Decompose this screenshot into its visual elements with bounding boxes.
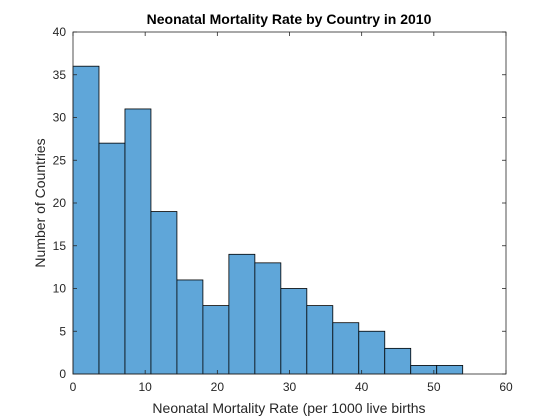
histogram-bar bbox=[98, 142, 126, 375]
y-tick-label: 15 bbox=[53, 239, 67, 253]
histogram-bar bbox=[358, 330, 386, 375]
y-tick-label: 10 bbox=[53, 282, 67, 296]
x-tick-label: 20 bbox=[211, 380, 225, 394]
y-tick-label: 40 bbox=[53, 25, 67, 39]
histogram-bar bbox=[150, 211, 178, 375]
y-tick-label: 25 bbox=[53, 153, 67, 167]
x-tick-label: 50 bbox=[427, 380, 441, 394]
y-axis-label: Number of Countries bbox=[32, 138, 48, 267]
y-tick-label: 35 bbox=[53, 68, 67, 82]
x-axis-label: Neonatal Mortality Rate (per 1000 live b… bbox=[152, 400, 425, 416]
y-ticks: 0 5 10 15 20 25 30 35 40 bbox=[53, 25, 506, 381]
histogram-bar bbox=[254, 262, 282, 375]
x-tick-label: 40 bbox=[355, 380, 369, 394]
bars-group bbox=[72, 65, 464, 375]
chart-title: Neonatal Mortality Rate by Country in 20… bbox=[147, 11, 432, 27]
histogram-bar bbox=[410, 365, 438, 375]
x-ticks: 0 10 20 30 40 50 60 bbox=[70, 32, 513, 394]
histogram-bar bbox=[384, 347, 412, 375]
histogram-bar bbox=[124, 108, 152, 375]
histogram-bar bbox=[176, 279, 204, 375]
histogram-bar bbox=[332, 322, 360, 375]
histogram-bar bbox=[306, 305, 334, 375]
y-tick-label: 0 bbox=[59, 367, 66, 381]
histogram-bar bbox=[280, 288, 308, 375]
histogram-bar bbox=[72, 65, 100, 375]
y-tick-label: 5 bbox=[59, 324, 66, 338]
x-tick-label: 0 bbox=[70, 380, 77, 394]
x-tick-label: 60 bbox=[499, 380, 513, 394]
x-tick-label: 30 bbox=[283, 380, 297, 394]
histogram-bar bbox=[436, 365, 464, 375]
histogram-bar bbox=[202, 305, 230, 375]
x-tick-label: 10 bbox=[138, 380, 152, 394]
y-tick-label: 30 bbox=[53, 111, 67, 125]
histogram-bar bbox=[228, 253, 256, 375]
y-tick-label: 20 bbox=[53, 196, 67, 210]
